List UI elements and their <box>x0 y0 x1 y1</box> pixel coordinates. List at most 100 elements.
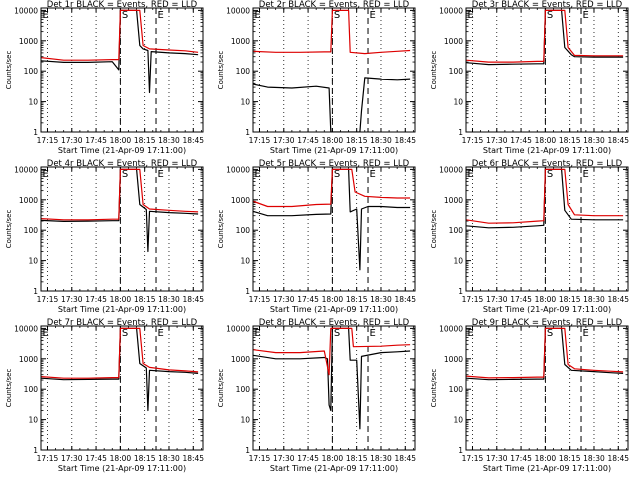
y-tick-label: 1 <box>33 128 38 137</box>
y-tick-label: 10 <box>453 416 463 425</box>
event-marker-label: S <box>122 10 128 21</box>
series-line-lld <box>466 9 624 63</box>
panel-title: Det 9r BLACK = Events, RED = LLD <box>472 318 623 328</box>
series-line-events <box>253 168 411 271</box>
y-tick-label: 1 <box>458 446 463 455</box>
y-tick-label: 1000 <box>231 37 250 46</box>
x-axis-label: Start Time (21-Apr-09 17:11:00) <box>483 305 611 314</box>
y-tick-label: 100 <box>449 385 464 394</box>
x-tick-label: 18:00 <box>110 136 132 145</box>
y-tick-label: 1000 <box>231 355 250 364</box>
event-marker-label: E <box>158 169 164 180</box>
x-tick-label: 18:00 <box>535 295 557 304</box>
x-tick-label: 17:45 <box>85 136 107 145</box>
series-line-events <box>41 9 199 94</box>
event-marker-label: S <box>122 169 128 180</box>
event-marker-label: E <box>468 169 474 180</box>
event-marker-label: E <box>158 328 164 339</box>
x-tick-label: 18:45 <box>607 136 629 145</box>
y-tick-label: 10000 <box>439 6 463 15</box>
y-tick-label: 1000 <box>19 196 38 205</box>
y-axis-label: Counts/sec <box>5 51 13 90</box>
plot-frame <box>40 7 204 133</box>
event-marker-label: E <box>158 10 164 21</box>
x-tick-label: 17:30 <box>486 454 508 463</box>
x-tick-label: 18:30 <box>583 295 605 304</box>
panel-3: Det 3r BLACK = Events, RED = LLD Counts/s… <box>430 0 629 155</box>
series-line-events <box>253 77 411 132</box>
y-tick-label: 1 <box>33 287 38 296</box>
x-tick-label: 18:15 <box>134 454 156 463</box>
panel-title: Det 4r BLACK = Events, RED = LLD <box>47 159 198 169</box>
y-tick-label: 1000 <box>19 37 38 46</box>
x-tick-label: 18:15 <box>346 454 368 463</box>
series-line-lld <box>466 327 624 379</box>
event-marker-label: E <box>43 328 49 339</box>
x-tick-label: 17:15 <box>249 136 271 145</box>
y-tick-label: 10 <box>240 98 250 107</box>
y-tick-label: 10 <box>240 416 250 425</box>
x-tick-label: 18:15 <box>559 136 581 145</box>
event-marker-label: E <box>370 169 376 180</box>
series-line-events <box>253 327 411 430</box>
x-tick-label: 18:45 <box>182 295 204 304</box>
y-tick-label: 10000 <box>14 165 38 174</box>
panel-9: Det 9r BLACK = Events, RED = LLD Counts/s… <box>430 318 629 473</box>
x-tick-label: 18:45 <box>607 295 629 304</box>
y-tick-label: 100 <box>449 67 464 76</box>
x-tick-label: 18:45 <box>394 295 416 304</box>
y-tick-label: 1000 <box>444 355 463 364</box>
y-tick-label: 10 <box>28 257 38 266</box>
x-tick-label: 17:30 <box>273 454 295 463</box>
y-axis-label: Counts/sec <box>217 51 225 90</box>
panel-6: Det 6r BLACK = Events, RED = LLD Counts/s… <box>430 159 629 314</box>
x-tick-label: 18:15 <box>134 295 156 304</box>
x-tick-label: 17:30 <box>486 136 508 145</box>
x-tick-label: 18:45 <box>607 454 629 463</box>
y-tick-label: 100 <box>24 67 39 76</box>
y-tick-label: 100 <box>236 67 251 76</box>
y-tick-label: 1 <box>245 446 250 455</box>
panel-5: Det 5r BLACK = Events, RED = LLD Counts/s… <box>217 159 416 314</box>
y-axis-label: Counts/sec <box>217 210 225 249</box>
x-axis-label: Start Time (21-Apr-09 17:11:00) <box>270 305 398 314</box>
x-tick-label: 18:00 <box>535 136 557 145</box>
event-marker-label: S <box>334 10 340 21</box>
x-tick-label: 17:45 <box>85 295 107 304</box>
panel-title: Det 5r BLACK = Events, RED = LLD <box>259 159 410 169</box>
x-axis-label: Start Time (21-Apr-09 17:11:00) <box>270 464 398 473</box>
x-tick-label: 18:45 <box>182 454 204 463</box>
event-marker-label: E <box>43 169 49 180</box>
plot-frame <box>40 325 204 451</box>
panel-1: Det 1r BLACK = Events, RED = LLD Counts/s… <box>5 0 204 155</box>
series-line-lld <box>41 9 199 61</box>
event-marker-label: E <box>370 328 376 339</box>
y-axis-label: Counts/sec <box>5 369 13 408</box>
plot-frame <box>252 166 416 292</box>
y-tick-label: 1 <box>458 287 463 296</box>
series-line-lld <box>253 168 411 208</box>
x-axis-label: Start Time (21-Apr-09 17:11:00) <box>58 305 186 314</box>
x-tick-label: 18:30 <box>583 136 605 145</box>
x-tick-label: 17:15 <box>37 454 59 463</box>
plot-frame <box>465 325 629 451</box>
y-axis-label: Counts/sec <box>430 369 438 408</box>
x-tick-label: 17:30 <box>61 295 83 304</box>
panel-title: Det 2r BLACK = Events, RED = LLD <box>259 0 410 10</box>
event-marker-label: E <box>583 169 589 180</box>
panel-title: Det 7r BLACK = Events, RED = LLD <box>47 318 198 328</box>
x-tick-label: 18:15 <box>134 136 156 145</box>
y-axis-label: Counts/sec <box>430 210 438 249</box>
plot-frame <box>40 166 204 292</box>
y-tick-label: 100 <box>236 226 251 235</box>
x-tick-label: 17:45 <box>510 454 532 463</box>
y-tick-label: 10000 <box>226 324 250 333</box>
event-marker-label: E <box>468 328 474 339</box>
plot-frame <box>252 325 416 451</box>
x-tick-label: 17:15 <box>249 454 271 463</box>
event-marker-label: E <box>583 10 589 21</box>
x-tick-label: 18:45 <box>394 454 416 463</box>
y-axis-label: Counts/sec <box>430 51 438 90</box>
panel-7: Det 7r BLACK = Events, RED = LLD Counts/s… <box>5 318 204 473</box>
